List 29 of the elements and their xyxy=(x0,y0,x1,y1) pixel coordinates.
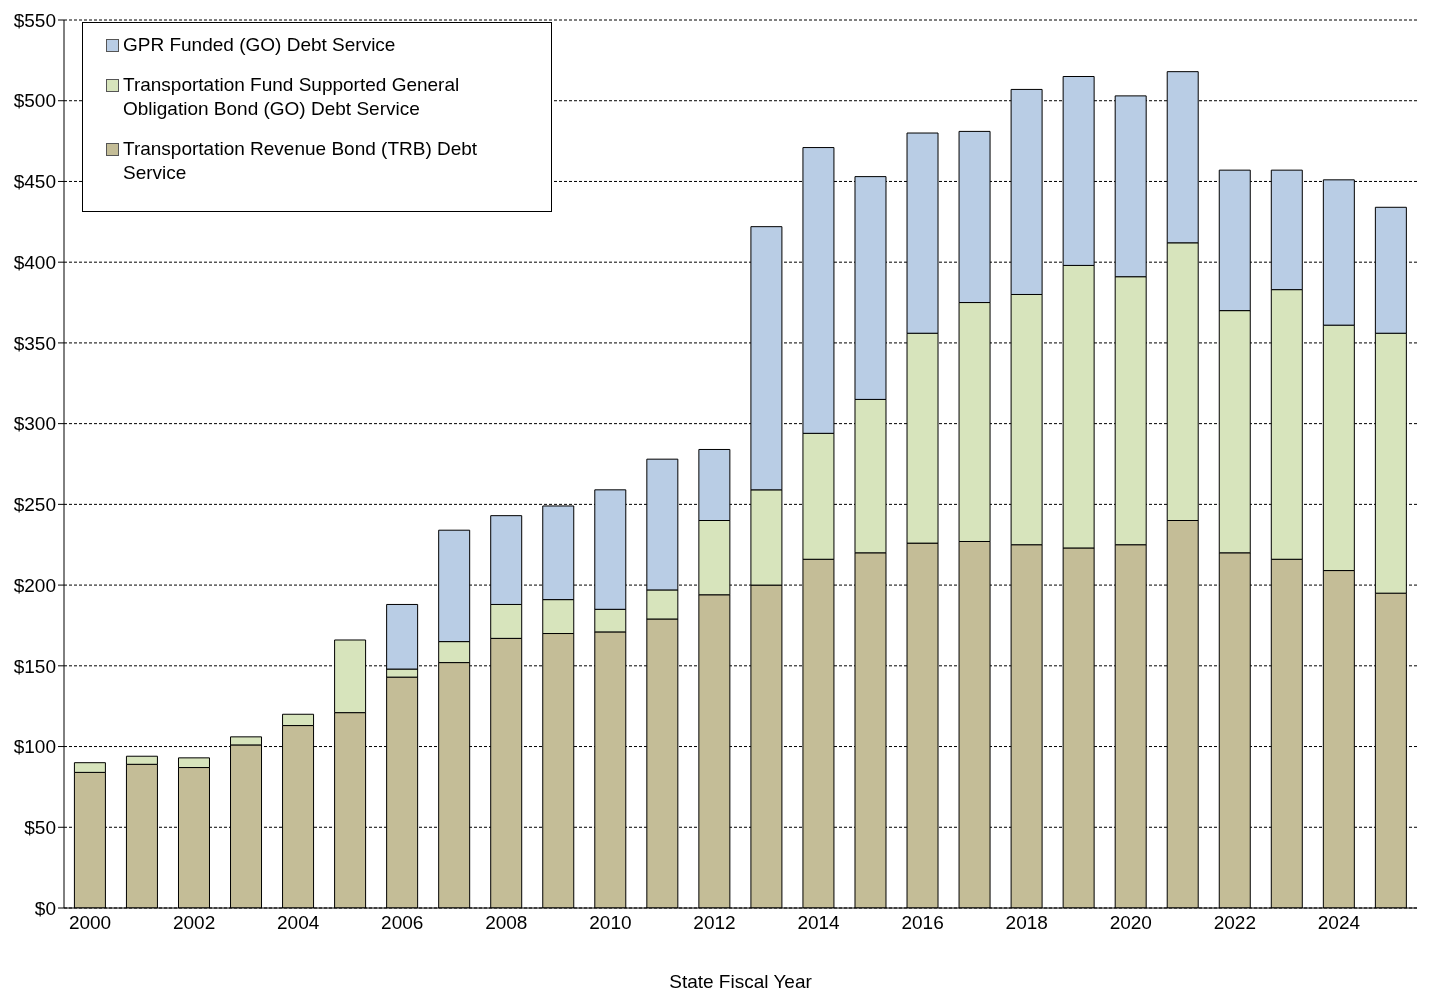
legend-label: Transportation Revenue Bond (TRB) Debt Service xyxy=(123,137,479,185)
x-axis-title: State Fiscal Year xyxy=(669,971,813,992)
y-tick-label: $200 xyxy=(13,574,56,596)
y-tick-label: $400 xyxy=(13,251,56,273)
y-tick-label: $450 xyxy=(13,171,56,193)
y-tick-label: $500 xyxy=(13,90,56,112)
x-tick-label: 2012 xyxy=(693,912,736,934)
y-tick-label: $550 xyxy=(13,9,56,31)
y-tick-label: $350 xyxy=(13,332,56,354)
legend-label: Transportation Fund Supported General Obligation Bond (GO) Debt Service xyxy=(123,73,461,121)
x-tick-label: 2014 xyxy=(797,912,841,934)
y-tick-label: $150 xyxy=(13,655,56,677)
y-tick-label: $300 xyxy=(13,413,56,435)
x-tick-label: 2016 xyxy=(901,912,944,934)
x-tick-label: 2008 xyxy=(485,912,528,934)
y-tick-label: $0 xyxy=(34,897,56,919)
y-tick-label: $50 xyxy=(24,817,56,839)
x-tick-label: 2004 xyxy=(277,912,320,934)
x-tick-label: 2018 xyxy=(1005,912,1048,934)
y-tick-label: $100 xyxy=(13,736,56,758)
y-tick-label: $250 xyxy=(13,494,56,516)
x-tick-label: 2010 xyxy=(589,912,632,934)
x-tick-label: 2024 xyxy=(1317,912,1361,934)
x-tick-label: 2022 xyxy=(1213,912,1257,934)
x-tick-label: 2002 xyxy=(172,912,216,934)
x-tick-label: 2000 xyxy=(68,912,112,934)
x-tick-label: 2020 xyxy=(1109,912,1152,934)
x-tick-label: 2006 xyxy=(381,912,424,934)
legend-label: GPR Funded (GO) Debt Service xyxy=(123,33,397,57)
